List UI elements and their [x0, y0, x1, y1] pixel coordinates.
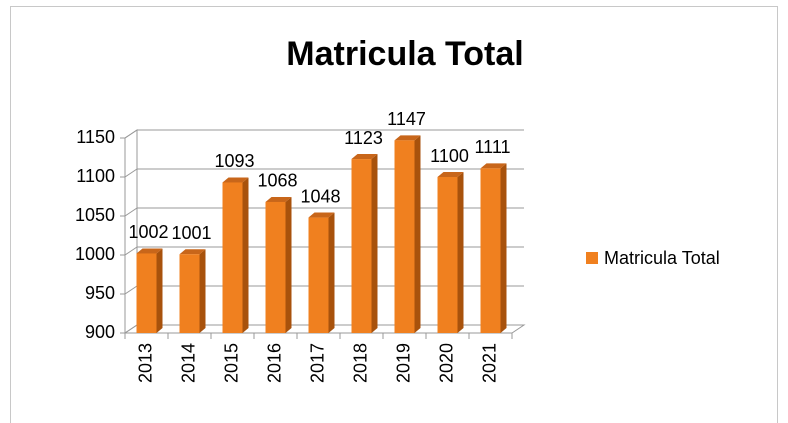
x-tick-label: 2019 [393, 343, 413, 383]
legend-swatch [586, 252, 598, 264]
bar-side [328, 212, 335, 333]
bar [179, 249, 206, 333]
y-tick-label: 1050 [75, 205, 115, 225]
bar-side [156, 248, 163, 333]
x-tick-label: 2015 [221, 343, 241, 383]
bar-front [265, 201, 286, 333]
bar [265, 196, 292, 333]
bar [308, 212, 335, 333]
data-label: 1093 [214, 151, 254, 171]
bar-top [179, 249, 206, 255]
data-label: 1002 [128, 222, 168, 242]
bar-side [457, 172, 464, 333]
grid-line [124, 129, 524, 139]
bar-side [199, 249, 206, 333]
bar-front [351, 159, 372, 333]
bar-top [222, 177, 249, 183]
chart-frame [10, 6, 778, 423]
bar-side [371, 154, 378, 333]
bar-top [394, 135, 421, 141]
x-tick-label: 2014 [178, 343, 198, 383]
x-tick-label: 2020 [436, 343, 456, 383]
bar [394, 135, 421, 333]
bar-front [136, 253, 157, 333]
bar-top [308, 212, 335, 218]
legend-label: Matricula Total [604, 248, 720, 268]
bar-top [480, 163, 507, 169]
bar-front [179, 254, 200, 333]
data-label: 1147 [387, 109, 426, 129]
bar-top [437, 172, 464, 177]
data-label: 1111 [474, 137, 510, 157]
data-label: 1048 [300, 186, 340, 206]
chart-title: Matricula Total [286, 35, 523, 73]
bar-top [136, 248, 163, 254]
x-tick-label: 2016 [264, 343, 284, 383]
bar-side [500, 163, 507, 333]
x-tick-label: 2018 [350, 343, 370, 383]
bar [437, 172, 464, 333]
bar [351, 154, 378, 333]
bar-side [414, 135, 421, 333]
bar-front [437, 177, 458, 333]
y-tick-label: 1000 [75, 244, 115, 264]
bar-front [308, 217, 329, 333]
bar-front [480, 168, 501, 333]
y-tick-label: 950 [85, 283, 115, 303]
bar [222, 177, 249, 333]
data-label: 1068 [257, 171, 297, 191]
bar-side [285, 196, 292, 333]
bar-front [394, 140, 415, 333]
bar-front [222, 182, 243, 333]
x-tick-label: 2021 [479, 343, 499, 383]
data-label: 1001 [171, 223, 211, 243]
bar-top [351, 154, 378, 160]
bar-side [242, 177, 249, 333]
x-tick-label: 2013 [135, 343, 155, 383]
data-label: 1100 [430, 146, 469, 166]
y-tick-label: 1100 [76, 166, 115, 186]
y-tick-label: 1150 [76, 127, 115, 147]
data-label: 1123 [344, 128, 383, 148]
y-tick-label: 900 [85, 322, 115, 342]
bar-top [265, 196, 292, 202]
x-tick-label: 2017 [307, 343, 327, 383]
bar [136, 248, 163, 333]
bar [480, 163, 507, 333]
